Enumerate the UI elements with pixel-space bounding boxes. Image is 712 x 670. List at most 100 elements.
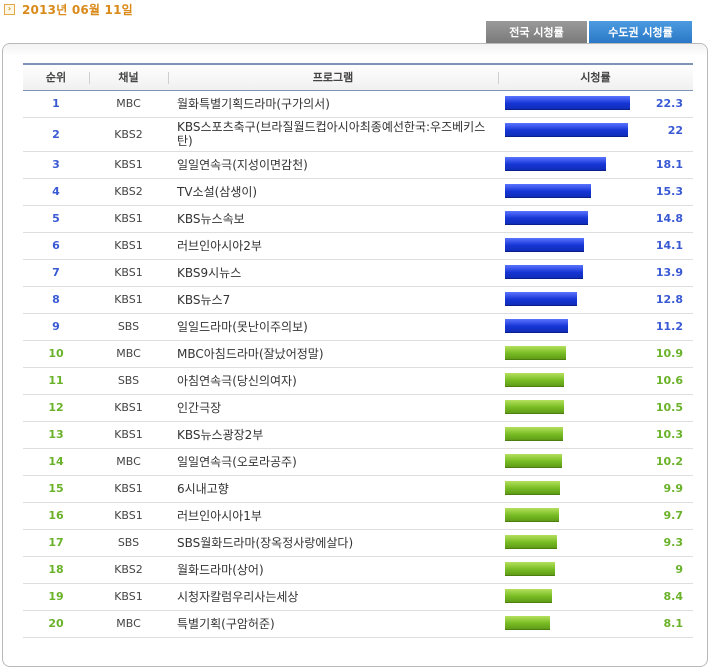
rank-cell: 12 <box>23 394 89 422</box>
rating-cell: 9.3 <box>498 529 693 557</box>
channel-cell: KBS1 <box>89 394 168 422</box>
rating-bar <box>505 534 557 549</box>
chevron-right-icon: › <box>4 3 15 15</box>
table-row: 12 KBS1 인간극장 10.5 <box>23 394 693 422</box>
rank-cell: 15 <box>23 475 89 503</box>
channel-cell: MBC <box>89 610 168 638</box>
channel-cell: KBS1 <box>89 502 168 530</box>
program-cell: KBS뉴스속보 <box>168 205 498 233</box>
rank-cell: 4 <box>23 178 89 206</box>
rating-value: 9.9 <box>663 481 684 495</box>
channel-cell: KBS1 <box>89 151 168 179</box>
rating-value: 10.5 <box>655 400 683 414</box>
rating-bar <box>505 561 555 576</box>
table-row: 4 KBS2 TV소설(삼생이) 15.3 <box>23 178 693 206</box>
rating-cell: 14.1 <box>498 232 693 260</box>
rating-cell: 15.3 <box>498 178 693 206</box>
rating-bar <box>505 399 564 414</box>
table-row: 18 KBS2 월화드라마(상어) 9 <box>23 556 693 584</box>
rating-value: 12.8 <box>655 292 683 306</box>
table-row: 14 MBC 일일연속극(오로라공주) 10.2 <box>23 448 693 476</box>
program-cell: 일일연속극(지성이면감천) <box>168 151 498 179</box>
rating-cell: 10.3 <box>498 421 693 449</box>
channel-cell: MBC <box>89 340 168 368</box>
rating-value: 8.4 <box>663 589 684 603</box>
rating-value: 11.2 <box>655 319 683 333</box>
rating-cell: 8.4 <box>498 583 693 611</box>
rating-value: 9 <box>675 562 683 576</box>
rating-bar <box>505 615 550 630</box>
rank-cell: 1 <box>23 90 89 118</box>
rating-cell: 13.9 <box>498 259 693 287</box>
rating-value: 22.3 <box>655 96 683 110</box>
program-cell: 러브인아시아2부 <box>168 232 498 260</box>
program-cell: MBC아침드라마(잘났어정말) <box>168 340 498 368</box>
channel-cell: KBS2 <box>89 556 168 584</box>
rating-value: 9.7 <box>663 508 684 522</box>
channel-cell: KBS1 <box>89 421 168 449</box>
table-row: 9 SBS 일일드라마(못난이주의보) 11.2 <box>23 313 693 341</box>
rating-cell: 12.8 <box>498 286 693 314</box>
rating-bar <box>505 507 559 522</box>
rating-cell: 22 <box>498 117 693 152</box>
rating-cell: 10.5 <box>498 394 693 422</box>
rating-bar <box>505 372 564 387</box>
tab-national-rating[interactable]: 전국 시청률 <box>486 21 587 43</box>
program-cell: KBS뉴스광장2부 <box>168 421 498 449</box>
rating-bar <box>505 453 562 468</box>
rank-cell: 18 <box>23 556 89 584</box>
table-row: 16 KBS1 러브인아시아1부 9.7 <box>23 502 693 530</box>
rating-bar <box>505 588 552 603</box>
rating-bar <box>505 291 577 306</box>
rank-cell: 9 <box>23 313 89 341</box>
program-cell: 시청자칼럼우리사는세상 <box>168 583 498 611</box>
rating-cell: 11.2 <box>498 313 693 341</box>
rating-bar <box>505 345 566 360</box>
table-row: 19 KBS1 시청자칼럼우리사는세상 8.4 <box>23 583 693 611</box>
channel-cell: MBC <box>89 448 168 476</box>
channel-cell: SBS <box>89 313 168 341</box>
rating-value: 14.8 <box>655 211 683 225</box>
rating-bar <box>505 426 563 441</box>
rating-bar <box>505 318 568 333</box>
channel-cell: SBS <box>89 529 168 557</box>
rating-cell: 10.6 <box>498 367 693 395</box>
rating-bar <box>505 95 630 110</box>
rank-cell: 13 <box>23 421 89 449</box>
ratings-panel: 순위 채널 프로그램 시청률 1 MBC 월화특별기획드라마(구가의서) 22.3 2 K… <box>2 43 708 667</box>
column-header-rank: 순위 <box>23 63 89 91</box>
channel-cell: MBC <box>89 90 168 118</box>
program-cell: 월화드라마(상어) <box>168 556 498 584</box>
tab-capital-rating[interactable]: 수도권 시청률 <box>589 21 692 43</box>
rating-cell: 10.9 <box>498 340 693 368</box>
rating-cell: 18.1 <box>498 151 693 179</box>
rating-bar <box>505 156 606 171</box>
channel-cell: KBS1 <box>89 205 168 233</box>
table-row: 10 MBC MBC아침드라마(잘났어정말) 10.9 <box>23 340 693 368</box>
region-tabs: 전국 시청률 수도권 시청률 <box>486 21 692 43</box>
table-row: 11 SBS 아침연속극(당신의여자) 10.6 <box>23 367 693 395</box>
rank-cell: 2 <box>23 117 89 152</box>
rank-cell: 19 <box>23 583 89 611</box>
rating-cell: 22.3 <box>498 90 693 118</box>
rank-cell: 5 <box>23 205 89 233</box>
rank-cell: 17 <box>23 529 89 557</box>
rating-cell: 9.7 <box>498 502 693 530</box>
rating-cell: 8.1 <box>498 610 693 638</box>
rank-cell: 10 <box>23 340 89 368</box>
rating-value: 14.1 <box>655 238 683 252</box>
channel-cell: SBS <box>89 367 168 395</box>
table-row: 6 KBS1 러브인아시아2부 14.1 <box>23 232 693 260</box>
rating-bar <box>505 122 628 137</box>
rating-value: 10.9 <box>655 346 683 360</box>
rating-value: 10.2 <box>655 454 683 468</box>
table-row: 7 KBS1 KBS9시뉴스 13.9 <box>23 259 693 287</box>
channel-cell: KBS1 <box>89 259 168 287</box>
program-cell: 일일연속극(오로라공주) <box>168 448 498 476</box>
rating-cell: 10.2 <box>498 448 693 476</box>
rank-cell: 3 <box>23 151 89 179</box>
channel-cell: KBS1 <box>89 232 168 260</box>
ratings-table-body: 1 MBC 월화특별기획드라마(구가의서) 22.3 2 KBS2 KBS스포츠축구(브라질… <box>23 90 693 638</box>
channel-cell: KBS1 <box>89 583 168 611</box>
rating-bar <box>505 264 583 279</box>
